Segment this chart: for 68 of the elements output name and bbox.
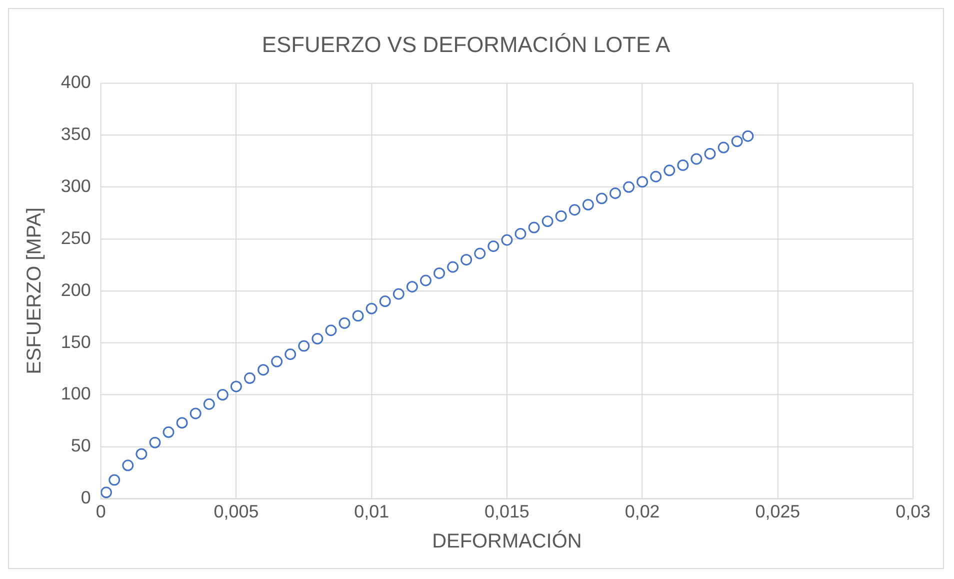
point <box>203 398 215 410</box>
point <box>460 254 472 266</box>
point <box>501 234 513 246</box>
y-tick-label: 100 <box>60 384 91 404</box>
point <box>718 142 730 154</box>
y-axis-title: ESFUERZO [MPA] <box>23 208 46 374</box>
point <box>677 159 689 171</box>
y-tick-label: 0 <box>80 488 91 508</box>
point <box>325 324 337 336</box>
point <box>258 364 270 376</box>
point <box>447 261 459 273</box>
point <box>100 486 112 498</box>
x-tick-label: 0,03 <box>896 501 931 522</box>
point <box>434 268 446 279</box>
point <box>742 130 754 142</box>
point <box>230 380 242 392</box>
point <box>488 240 500 252</box>
point <box>528 222 540 234</box>
point <box>216 389 228 400</box>
point <box>284 348 296 360</box>
point <box>312 332 324 344</box>
point <box>162 426 174 438</box>
point <box>514 228 526 240</box>
point <box>149 436 161 448</box>
y-tick-label: 250 <box>60 228 91 248</box>
point <box>176 417 188 429</box>
x-tick-label: 0,005 <box>214 501 259 522</box>
point <box>664 164 676 176</box>
x-axis-title: DEFORMACIÓN <box>432 530 582 553</box>
y-tick-label: 400 <box>60 72 91 92</box>
point <box>704 148 716 160</box>
point <box>392 288 404 300</box>
point <box>298 340 310 352</box>
point <box>379 296 391 308</box>
x-tick-label: 0,02 <box>624 501 660 522</box>
point <box>474 248 486 260</box>
point <box>623 181 635 193</box>
point <box>555 210 567 222</box>
x-tick-label: 0,01 <box>354 501 390 522</box>
point <box>244 372 256 384</box>
y-tick-label: 200 <box>60 280 91 300</box>
point <box>122 460 134 472</box>
point <box>610 188 621 199</box>
y-tick-label: 350 <box>60 124 91 144</box>
point <box>542 216 554 228</box>
point <box>108 474 120 486</box>
point <box>731 136 743 148</box>
point <box>271 356 283 368</box>
y-tick-label: 300 <box>60 176 91 196</box>
y-tick-label: 50 <box>70 436 91 456</box>
x-tick-label: 0 <box>96 501 106 522</box>
point <box>136 448 148 460</box>
point <box>690 153 702 165</box>
y-tick-label: 150 <box>60 332 91 352</box>
point <box>406 281 418 292</box>
point <box>650 170 662 182</box>
point <box>596 192 608 204</box>
point <box>420 274 432 286</box>
chart-title: ESFUERZO VS DEFORMACIÓN LOTE A <box>262 32 671 58</box>
point <box>338 317 350 329</box>
point <box>568 204 580 216</box>
point <box>636 176 648 188</box>
point <box>582 198 594 210</box>
point <box>366 302 378 314</box>
x-tick-label: 0,015 <box>484 501 530 522</box>
x-tick-label: 0,025 <box>755 501 800 522</box>
point <box>190 408 202 420</box>
point <box>352 310 364 322</box>
